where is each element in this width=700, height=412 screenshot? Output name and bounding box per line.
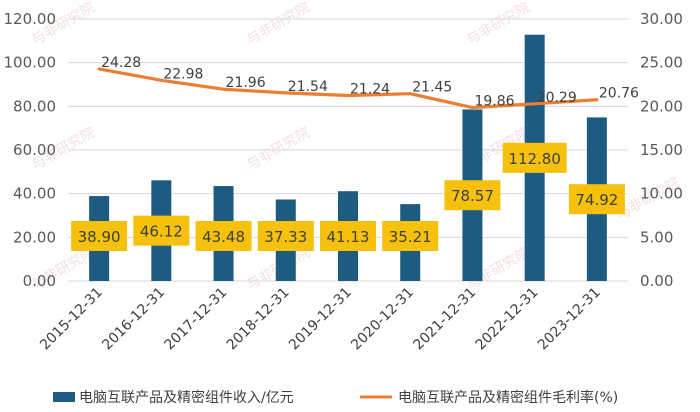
margin-line (97, 67, 599, 110)
bar-data-label: 112.80 (508, 150, 561, 168)
bar-label-box (382, 221, 439, 251)
bar-label-box (502, 142, 567, 173)
x-tick-label: 2020-12-31 (348, 285, 417, 354)
x-tick-label: 2018-12-31 (224, 285, 293, 354)
bar-label-box (133, 215, 190, 246)
line-data-label: 22.98 (163, 66, 203, 82)
y-left-tick-label: 80.00 (13, 97, 56, 115)
bar-data-labels: 38.90 46.12 43.48 37.33 41.13 35.21 78.57 112.8… (71, 142, 625, 251)
y-right-tick-label: 0.00 (640, 272, 673, 290)
line-series (97, 67, 599, 110)
bar-label-box (257, 221, 314, 251)
y-left-tick-label: 60.00 (13, 141, 56, 159)
y-left-tick-label: 20.00 (13, 228, 56, 246)
line-data-label: 19.86 (474, 94, 514, 110)
y-right-tick-label: 5.00 (640, 228, 673, 246)
bar-data-label: 78.57 (451, 187, 494, 205)
bar-label-box (444, 180, 501, 211)
y-right-tick-label: 30.00 (640, 10, 683, 28)
bar-data-label: 38.90 (78, 228, 121, 246)
line-data-label: 20.29 (537, 90, 577, 106)
legend-bar-label: 电脑互联产品及精密组件收入/亿元 (79, 389, 294, 406)
watermark-text: 与非研究院 (244, 0, 313, 48)
x-tick-label: 2016-12-31 (99, 285, 168, 354)
bar-label-box (320, 221, 376, 251)
y-right-tick-label: 10.00 (640, 185, 683, 203)
line-data-label: 21.45 (412, 80, 452, 96)
x-tick-label: 2023-12-31 (535, 285, 604, 354)
bar-data-label: 46.12 (140, 223, 183, 241)
y-right-tick-label: 20.00 (640, 97, 683, 115)
bar-data-label: 35.21 (389, 228, 432, 246)
bar-data-label: 41.13 (327, 228, 370, 246)
bar-data-label: 74.92 (575, 191, 618, 209)
x-tick-label: 2019-12-31 (286, 285, 355, 354)
x-tick-label: 2015-12-31 (37, 285, 106, 354)
y-right-tick-label: 15.00 (640, 141, 683, 159)
x-tick-label: 2017-12-31 (162, 285, 231, 354)
line-data-label: 21.24 (350, 82, 390, 98)
bar-label-box (568, 184, 625, 215)
bar-label-box (71, 221, 128, 251)
bar-data-label: 37.33 (264, 228, 307, 246)
line-data-label: 20.76 (599, 86, 639, 102)
x-tick-label: 2022-12-31 (473, 285, 542, 354)
line-data-label: 21.96 (226, 75, 266, 91)
line-data-label: 24.28 (101, 55, 141, 71)
watermark-text: 与非研究院 (464, 0, 533, 48)
line-data-labels: 24.28 22.98 21.96 21.54 21.24 21.45 19.86 20.29… (101, 55, 639, 110)
legend-bar-swatch (53, 392, 75, 402)
line-data-label: 21.54 (288, 79, 328, 95)
x-tick-label: 2021-12-31 (410, 285, 479, 354)
y-left-tick-label: 100.00 (4, 54, 57, 72)
y-axis-left: 0.00 20.00 40.00 60.00 80.00 100.00 120.00 (4, 10, 57, 290)
y-axis-right: 0.00 5.00 10.00 15.00 20.00 25.00 30.00 (640, 10, 683, 290)
bar-data-label: 43.48 (202, 228, 245, 246)
legend: 电脑互联产品及精密组件收入/亿元 电脑互联产品及精密组件毛利率(%) (53, 389, 618, 406)
x-axis: 2015-12-312016-12-312017-12-312018-12-31… (37, 285, 604, 354)
y-left-tick-label: 120.00 (4, 10, 57, 28)
y-left-tick-label: 40.00 (13, 185, 56, 203)
legend-line-label: 电脑互联产品及精密组件毛利率(%) (398, 389, 618, 406)
y-left-tick-label: 0.00 (23, 272, 56, 290)
y-right-tick-label: 25.00 (640, 54, 683, 72)
bar-label-box (195, 221, 252, 251)
watermark-text: 与非研究院 (244, 125, 313, 174)
